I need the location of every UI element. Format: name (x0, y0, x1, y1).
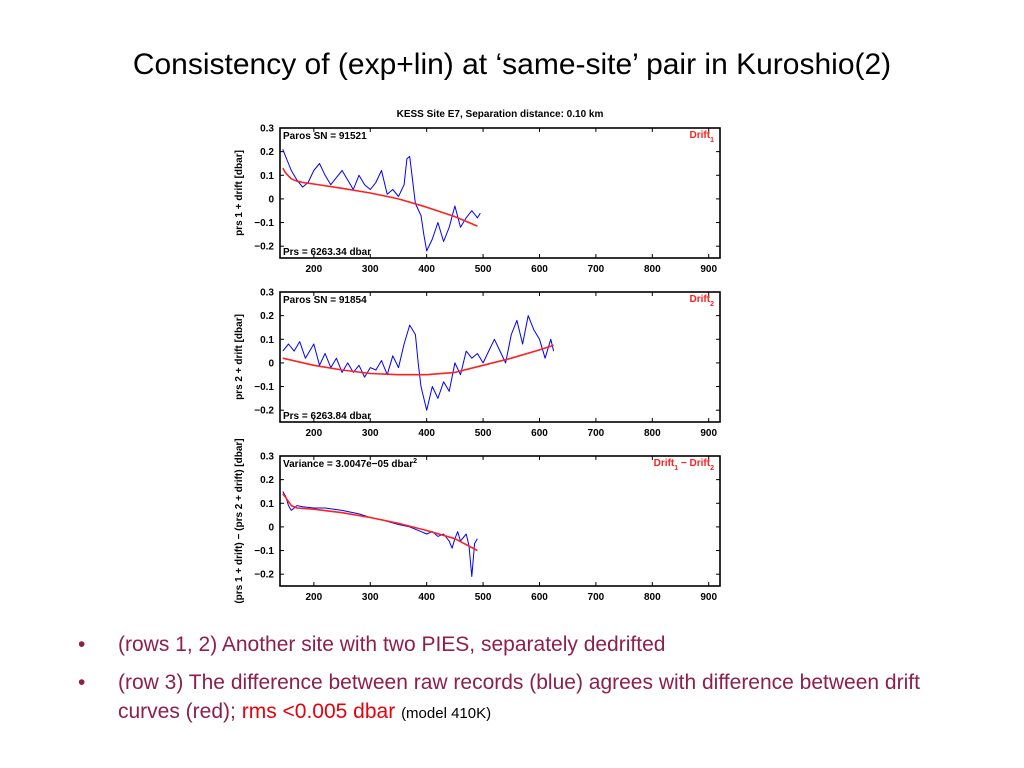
y-axis-label: prs 2 + drift [dbar] (234, 314, 245, 400)
bullet-marker: • (78, 671, 86, 694)
y-tick-label: 0.3 (260, 288, 274, 299)
plot-frame (279, 127, 721, 259)
bullet-list: • (rows 1, 2) Another site with two PIES… (78, 630, 978, 737)
x-tick-label: 200 (306, 428, 323, 439)
model-note: (model 410K) (401, 705, 492, 722)
y-tick-label: −0.2 (254, 242, 274, 253)
y-tick-label: −0.1 (254, 546, 274, 557)
x-tick-label: 900 (700, 592, 717, 603)
y-axis-label: prs 1 + drift [dbar] (234, 150, 245, 236)
y-tick-label: 0.1 (260, 499, 274, 510)
x-tick-label: 600 (531, 264, 548, 275)
legend-text: − Drift (678, 458, 711, 469)
x-tick-label: 700 (588, 264, 605, 275)
bullet-text: (row 3) The difference between raw recor… (118, 671, 920, 723)
rms-highlight: rms <0.005 dbar (241, 700, 396, 723)
y-axis-label: (prs 1 + drift) − (prs 2 + drift) [dbar] (234, 438, 245, 603)
annotation-bottom: Prs = 6263.84 dbar (283, 411, 371, 422)
annotation-superscript: 2 (413, 458, 417, 465)
x-tick-label: 300 (362, 592, 379, 603)
x-tick-label: 300 (362, 264, 379, 275)
y-tick-label: 0.2 (260, 311, 274, 322)
x-tick-label: 600 (531, 592, 548, 603)
x-tick-label: 700 (588, 428, 605, 439)
bullet-item-2: • (row 3) The difference between raw rec… (78, 668, 978, 728)
x-tick-label: 300 (362, 428, 379, 439)
y-tick-label: 0 (268, 522, 274, 533)
y-tick-label: −0.1 (254, 382, 274, 393)
slide-title: Consistency of (exp+lin) at ‘same-site’ … (132, 48, 892, 81)
y-tick-label: 0.3 (260, 452, 274, 463)
x-tick-label: 400 (418, 428, 435, 439)
y-tick-label: 0.1 (260, 335, 274, 346)
x-tick-label: 500 (475, 428, 492, 439)
y-tick-label: −0.1 (254, 218, 274, 229)
legend-subscript: 2 (710, 301, 714, 308)
bullet-text: (rows 1, 2) Another site with two PIES, … (118, 633, 666, 656)
legend-label: Drift2 (690, 294, 715, 308)
y-tick-label: 0 (268, 194, 274, 205)
legend-label: Drift1 (690, 130, 715, 144)
x-tick-label: 800 (644, 428, 661, 439)
annotation-top-text: Variance = 3.0047e−05 dbar (283, 459, 413, 470)
x-tick-label: 500 (475, 592, 492, 603)
x-tick-label: 200 (306, 592, 323, 603)
plot-frame (279, 455, 721, 587)
annotation-top-text: Paros SN = 91854 (283, 295, 367, 306)
drift-curve-series (282, 167, 478, 227)
x-tick-label: 500 (475, 264, 492, 275)
annotation-top: Variance = 3.0047e−05 dbar2 (283, 458, 417, 470)
bullet-item-1: • (rows 1, 2) Another site with two PIES… (78, 630, 978, 659)
x-tick-label: 200 (306, 264, 323, 275)
drift-curve-series (282, 493, 478, 552)
y-tick-label: −0.2 (254, 570, 274, 581)
y-tick-label: 0 (268, 358, 274, 369)
x-tick-label: 400 (418, 592, 435, 603)
raw-pressure-series (282, 491, 478, 577)
x-tick-label: 900 (700, 264, 717, 275)
y-tick-label: 0.3 (260, 124, 274, 135)
x-tick-label: 400 (418, 264, 435, 275)
legend-text: Drift (690, 130, 711, 141)
drift-curve-series (282, 344, 554, 376)
x-tick-label: 900 (700, 428, 717, 439)
legend-label: Drift1 − Drift2 (654, 458, 714, 472)
legend-subscript: 1 (674, 465, 678, 472)
figure-title: KESS Site E7, Separation distance: 0.10 … (396, 109, 604, 120)
legend-text: Drift (654, 458, 675, 469)
legend-subscript: 1 (710, 137, 714, 144)
x-tick-label: 800 (644, 592, 661, 603)
x-tick-label: 600 (531, 428, 548, 439)
y-tick-label: 0.2 (260, 475, 274, 486)
x-tick-label: 700 (588, 592, 605, 603)
legend-subscript: 2 (710, 465, 714, 472)
x-tick-label: 800 (644, 264, 661, 275)
annotation-top: Paros SN = 91521 (283, 131, 367, 142)
annotation-top-text: Paros SN = 91521 (283, 131, 367, 142)
bullet-marker: • (78, 633, 86, 656)
y-tick-label: 0.2 (260, 147, 274, 158)
annotation-top: Paros SN = 91854 (283, 295, 367, 306)
y-tick-label: −0.2 (254, 406, 274, 417)
legend-text: Drift (690, 294, 711, 305)
raw-pressure-series (282, 149, 481, 252)
annotation-bottom: Prs = 6263.34 dbar (283, 247, 371, 258)
y-tick-label: 0.1 (260, 171, 274, 182)
plot-frame (279, 291, 721, 423)
